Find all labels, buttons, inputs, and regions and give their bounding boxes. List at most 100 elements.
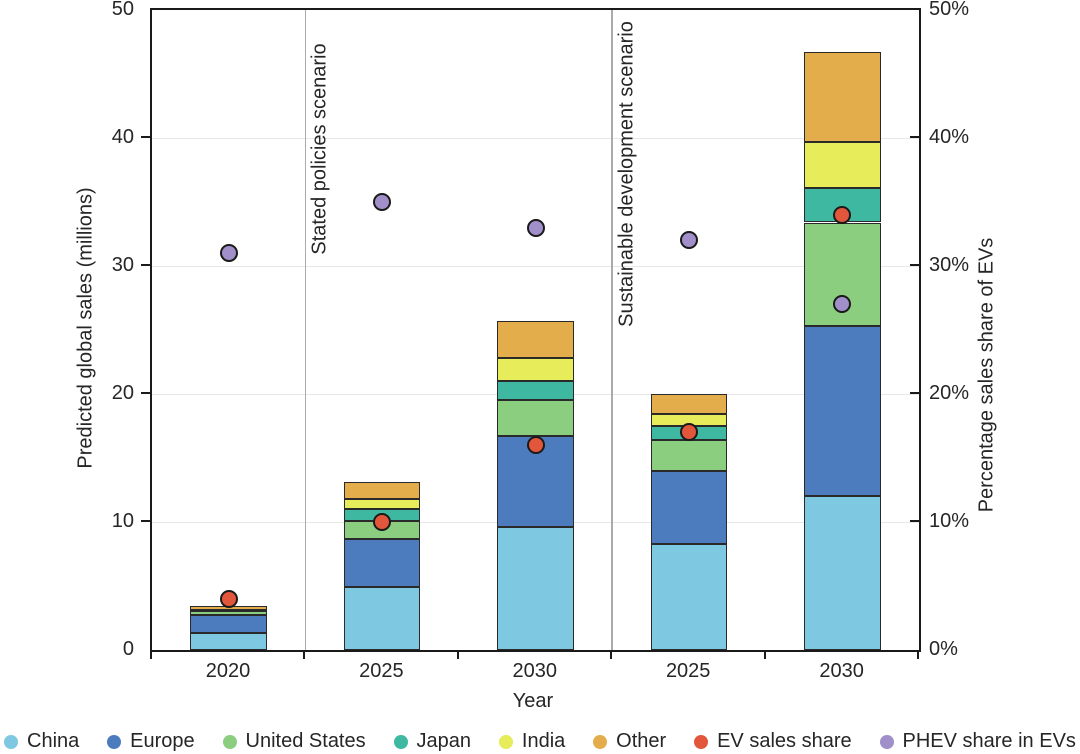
legend-label: United States xyxy=(245,730,366,752)
legend-label: India xyxy=(521,730,566,752)
scenario-label-sustainable-development: Sustainable development scenario xyxy=(615,21,638,327)
phev-share-in-evs-dot xyxy=(679,231,698,250)
legend-label: PHEV share in EVs xyxy=(902,730,1076,752)
x-tick-label-2025: 2025 xyxy=(359,660,404,682)
x-tickmark xyxy=(763,650,766,659)
x-tickmark xyxy=(303,650,306,659)
bar-segment-united-states xyxy=(190,610,268,615)
y-left-tick-label-0: 0 xyxy=(122,638,134,660)
ev-sales-share-dot xyxy=(679,423,698,442)
legend-marker-icon xyxy=(107,734,122,749)
bar-segment-india xyxy=(343,498,421,510)
bar-2025-3 xyxy=(650,10,728,650)
bar-segment-china xyxy=(650,543,728,650)
legend-item-japan: Japan xyxy=(393,730,472,753)
legend-label: Japan xyxy=(416,730,472,752)
legend-marker-icon xyxy=(393,734,408,749)
ev-sales-share-dot xyxy=(219,589,238,608)
bar-segment-china xyxy=(343,587,421,650)
legend-marker-icon xyxy=(4,734,18,749)
x-axis-title: Year xyxy=(512,690,554,712)
ev-sales-share-dot xyxy=(833,205,852,224)
legend-item-united-states: United States xyxy=(222,730,366,753)
y-right-tickmark xyxy=(910,520,919,522)
bar-segment-japan xyxy=(497,381,574,401)
y-right-tick-label-0%: 0% xyxy=(929,638,958,660)
ev-sales-share-dot xyxy=(526,436,545,455)
legend-marker-icon xyxy=(879,734,894,749)
legend-label: Europe xyxy=(130,730,195,752)
legend-item-china: China xyxy=(4,730,79,753)
y-right-tick-label-50%: 50% xyxy=(929,0,970,20)
y-left-tick-label-40: 40 xyxy=(111,126,134,148)
legend-item-ev-sales-share: EV sales share xyxy=(694,730,852,753)
bar-segment-europe xyxy=(650,470,728,544)
bar-2025-1 xyxy=(343,10,421,650)
legend-marker-icon xyxy=(694,734,709,749)
legend-item-europe: Europe xyxy=(107,730,195,753)
bar-segment-europe xyxy=(190,614,268,633)
scenario-separator-2 xyxy=(611,10,613,650)
bar-segment-other xyxy=(343,482,421,499)
y-axis-right-title: Percentage sales share of EVs xyxy=(975,237,998,513)
legend-item-india: India xyxy=(498,730,566,753)
y-left-tick-label-20: 20 xyxy=(111,382,134,404)
x-tickmark xyxy=(917,650,919,659)
phev-share-in-evs-dot xyxy=(219,244,238,263)
legend-marker-icon xyxy=(593,734,608,749)
scenario-separator-1 xyxy=(304,10,307,650)
legend-marker-icon xyxy=(222,734,237,749)
y-right-tick-label-20%: 20% xyxy=(929,382,970,404)
plot-area xyxy=(150,8,921,652)
bar-segment-india xyxy=(803,141,881,188)
y-left-tick-label-10: 10 xyxy=(111,510,134,532)
y-right-tick-label-10%: 10% xyxy=(929,510,970,532)
legend-label: Other xyxy=(616,730,667,752)
y-left-tickmark xyxy=(141,136,150,138)
y-right-tick-label-30%: 30% xyxy=(929,254,970,276)
legend: China Europe United States Japan India Other E… xyxy=(4,730,1076,753)
bar-segment-india xyxy=(497,358,574,382)
gridline-40 xyxy=(152,137,919,139)
y-right-tickmark xyxy=(910,392,919,394)
bar-segment-europe xyxy=(343,538,421,588)
y-left-tickmark xyxy=(141,520,150,522)
y-right-tickmark xyxy=(910,264,919,266)
bar-2030-4 xyxy=(803,10,881,650)
x-tickmark xyxy=(456,650,459,659)
bar-segment-other xyxy=(650,394,728,415)
y-left-tickmark xyxy=(141,264,150,266)
legend-label: EV sales share xyxy=(717,730,852,752)
x-tickmark xyxy=(610,650,613,659)
bar-segment-china xyxy=(190,632,268,650)
legend-label: China xyxy=(27,730,80,752)
x-tick-label-2030: 2030 xyxy=(819,660,864,682)
x-tick-label-2020: 2020 xyxy=(205,660,251,682)
legend-item-phev-share-in-evs: PHEV share in EVs xyxy=(879,730,1076,753)
phev-share-in-evs-dot xyxy=(373,193,392,211)
legend-item-other: Other xyxy=(593,730,666,753)
y-left-tick-label-30: 30 xyxy=(111,254,134,276)
phev-share-in-evs-dot xyxy=(833,295,852,314)
y-left-tickmark xyxy=(141,392,150,394)
bar-segment-europe xyxy=(803,326,881,497)
y-left-tick-label-50: 50 xyxy=(111,0,134,20)
legend-marker-icon xyxy=(498,734,513,749)
bar-segment-united-states xyxy=(650,440,728,471)
bar-segment-other xyxy=(497,321,574,359)
y-axis-left-title: Predicted global sales (millions) xyxy=(74,187,97,469)
ev-sales-share-dot xyxy=(373,513,392,531)
bar-segment-united-states xyxy=(497,400,574,437)
bar-2030-2 xyxy=(497,10,574,650)
y-right-tick-label-40%: 40% xyxy=(929,126,970,148)
x-tick-label-2030: 2030 xyxy=(512,660,558,682)
bar-segment-other xyxy=(803,52,881,142)
y-right-tickmark xyxy=(910,136,919,138)
x-tick-label-2025: 2025 xyxy=(665,660,711,682)
phev-share-in-evs-dot xyxy=(526,218,545,237)
gridline-30 xyxy=(152,265,919,267)
x-tickmark xyxy=(150,650,152,659)
scenario-label-stated-policies: Stated policies scenario xyxy=(308,43,331,255)
bar-2020-0 xyxy=(190,10,268,650)
